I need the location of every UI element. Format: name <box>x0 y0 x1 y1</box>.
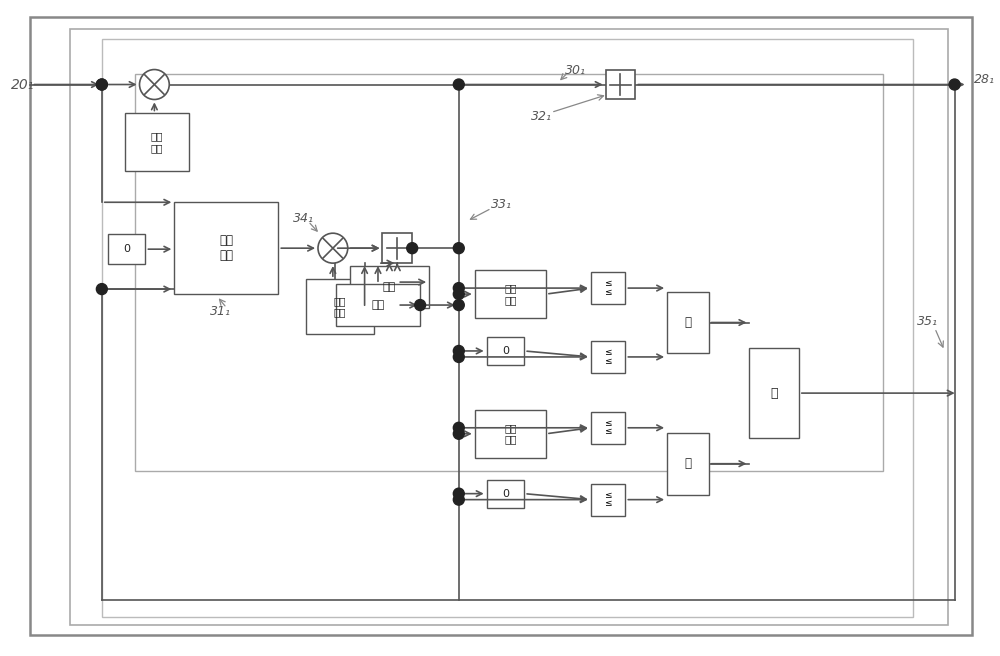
Bar <box>125 113 189 171</box>
Circle shape <box>453 428 464 440</box>
Bar <box>336 284 420 326</box>
Text: 31₁: 31₁ <box>210 304 231 318</box>
Circle shape <box>453 289 464 300</box>
Bar <box>591 483 625 516</box>
Text: 与: 与 <box>684 457 691 470</box>
Text: 延迟: 延迟 <box>383 282 396 292</box>
Bar <box>667 291 709 354</box>
Circle shape <box>453 79 464 90</box>
Circle shape <box>453 494 464 505</box>
Circle shape <box>949 79 960 90</box>
Bar <box>667 433 709 495</box>
Text: 比例
系数: 比例 系数 <box>151 132 163 154</box>
Bar <box>70 29 948 625</box>
Bar <box>749 348 799 438</box>
Text: 输入
切换: 输入 切换 <box>219 234 233 262</box>
Circle shape <box>453 300 464 310</box>
Text: 28₁: 28₁ <box>974 73 995 86</box>
Text: 积分
系数: 积分 系数 <box>334 296 346 318</box>
Text: 33₁: 33₁ <box>491 197 512 211</box>
Text: 34₁: 34₁ <box>293 212 314 225</box>
Text: 0: 0 <box>123 244 130 254</box>
Bar <box>606 70 635 100</box>
Circle shape <box>96 283 107 295</box>
Text: 0: 0 <box>502 346 509 356</box>
Circle shape <box>453 243 464 254</box>
Circle shape <box>453 488 464 499</box>
Circle shape <box>318 233 348 263</box>
Circle shape <box>453 422 464 433</box>
Bar <box>591 272 625 304</box>
Text: 35₁: 35₁ <box>917 314 938 327</box>
Circle shape <box>96 79 107 90</box>
Circle shape <box>453 283 464 294</box>
Text: ≤
≤: ≤ ≤ <box>604 491 612 508</box>
Circle shape <box>453 352 464 362</box>
Text: 0: 0 <box>502 489 509 499</box>
Text: 20₁: 20₁ <box>11 77 34 92</box>
Text: 30₁: 30₁ <box>565 64 586 77</box>
Bar <box>174 202 278 294</box>
Circle shape <box>453 346 464 356</box>
Bar <box>475 410 546 458</box>
Text: ≤
≤: ≤ ≤ <box>604 279 612 297</box>
Text: 或: 或 <box>770 386 778 400</box>
Bar <box>102 39 913 617</box>
Text: ≤
≤: ≤ ≤ <box>604 419 612 436</box>
Text: 延迟: 延迟 <box>371 300 385 310</box>
Circle shape <box>140 70 169 100</box>
Text: 积分
下限: 积分 下限 <box>504 283 517 305</box>
Bar <box>591 412 625 443</box>
Bar <box>108 234 145 264</box>
Bar <box>591 341 625 373</box>
Text: ≤
≤: ≤ ≤ <box>604 348 612 365</box>
Circle shape <box>407 243 418 254</box>
Bar <box>350 266 429 308</box>
Text: 积分
上限: 积分 上限 <box>504 423 517 445</box>
Circle shape <box>415 300 426 310</box>
Bar <box>135 73 883 471</box>
Circle shape <box>96 79 107 90</box>
Bar <box>306 279 374 334</box>
Bar <box>487 480 524 508</box>
Text: 32₁: 32₁ <box>531 110 552 123</box>
Bar <box>475 270 546 318</box>
Text: 与: 与 <box>684 316 691 329</box>
Bar <box>382 233 412 263</box>
Bar <box>487 337 524 365</box>
